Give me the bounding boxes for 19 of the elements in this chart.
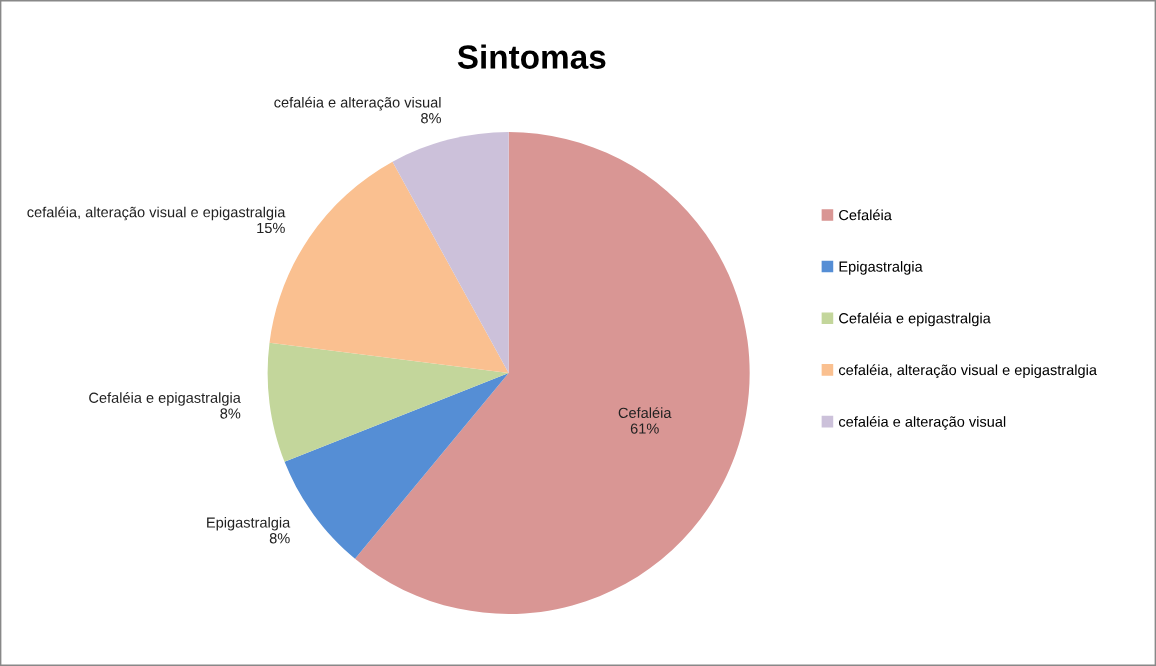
data-label: 8%	[220, 408, 241, 419]
data-label: 61%	[630, 423, 659, 434]
pie-slice	[267, 342, 509, 462]
data-label: 8%	[269, 533, 290, 544]
legend-label: cefaléia, alteração visual e epigastralgia	[838, 364, 1097, 379]
slice-label: cefaléia, alteração visual e epigastralgia	[27, 206, 286, 221]
chart-title: Sintomas	[457, 44, 606, 69]
legend-label: cefaléia e alteração visual	[838, 415, 1006, 430]
data-label: 15%	[257, 222, 285, 234]
slice-label: Cefaléia	[618, 407, 672, 419]
slice-label: Cefaléia e epigastralgia	[89, 392, 241, 406]
slice-label: Epigastralgia	[207, 516, 291, 531]
data-label: 8%	[421, 113, 441, 124]
pie-slice	[392, 131, 509, 373]
slice-label: cefaléia e alteração visual	[274, 96, 441, 111]
legend-label: Epigastralgia	[839, 261, 923, 275]
legend-label: Cefaléia e epigastralgia	[839, 312, 991, 327]
pie-slice	[355, 131, 750, 614]
legend-label: Cefaléia	[839, 209, 892, 221]
